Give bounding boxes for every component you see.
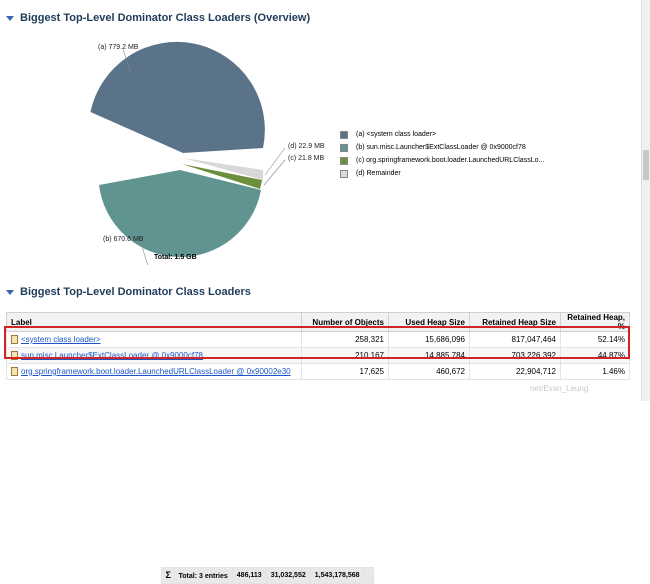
total-label: Total: 3 entries [178, 573, 228, 580]
col-header-retained-pct[interactable]: Retained Heap, % [560, 312, 630, 332]
legend-item-a: (a) <system class loader> [340, 128, 544, 141]
row-retained-pct: 1.46% [560, 363, 630, 380]
legend-text-d: (d) Remainder [356, 170, 401, 177]
overview-title: Biggest Top-Level Dominator Class Loader… [20, 12, 311, 24]
total-label-cell: Σ Total: 3 entries [160, 566, 233, 584]
class-loader-table: Label Number of Objects Used Heap Size R… [6, 312, 630, 584]
row-retained-heap: 22,904,712 [469, 363, 561, 380]
row-retained-pct: 44.87% [560, 347, 630, 364]
row-label-cell[interactable]: org.springframework.boot.loader.Launched… [6, 363, 302, 380]
slice-label-c: (c) 21.8 MB [288, 155, 325, 162]
slice-label-b: (b) 670.6 MB [103, 236, 144, 243]
class-loader-link[interactable]: <system class loader> [21, 334, 101, 344]
col-header-used-heap[interactable]: Used Heap Size [388, 312, 470, 332]
slice-label-a: (a) 779.2 MB [98, 44, 139, 51]
legend-item-b: (b) sun.misc.Launcher$ExtClassLoader @ 0… [340, 141, 544, 154]
legend-swatch-d [340, 169, 348, 178]
table-title: Biggest Top-Level Dominator Class Loader… [20, 286, 251, 298]
pie-total-label: Total: 1.5 GB [154, 254, 197, 261]
row-used-heap: 14,885,784 [388, 347, 470, 364]
scrollbar-thumb[interactable] [643, 150, 649, 180]
sigma-icon: Σ [165, 570, 171, 580]
pie-slice-a [90, 41, 265, 154]
collapse-triangle-icon[interactable] [6, 15, 14, 21]
vertical-scrollbar[interactable] [641, 0, 650, 401]
legend-text-b: (b) sun.misc.Launcher$ExtClassLoader @ 0… [356, 144, 526, 151]
class-loader-link[interactable]: sun.misc.Launcher$ExtClassLoader @ 0x900… [21, 350, 203, 360]
pie-chart: (a) 779.2 MB (b) 670.6 MB (d) 22.9 MB (c… [0, 30, 340, 267]
slice-label-d: (d) 22.9 MB [288, 143, 325, 150]
row-retained-heap: 703,226,392 [469, 347, 561, 364]
legend-swatch-c [340, 156, 348, 165]
class-loader-icon [11, 335, 18, 345]
col-header-objects[interactable]: Number of Objects [301, 312, 389, 332]
col-header-label[interactable]: Label [6, 312, 302, 332]
class-loader-link[interactable]: org.springframework.boot.loader.Launched… [21, 366, 291, 376]
class-loader-icon [11, 351, 18, 361]
collapse-triangle-icon[interactable] [6, 289, 14, 295]
row-objects: 17,625 [301, 363, 389, 380]
table-row[interactable]: sun.misc.Launcher$ExtClassLoader @ 0x900… [6, 347, 630, 364]
row-used-heap: 15,686,096 [388, 331, 470, 348]
table-total-row: Σ Total: 3 entries 486,113 31,032,552 1,5… [160, 566, 374, 584]
row-retained-pct: 52.14% [560, 331, 630, 348]
legend-swatch-b [340, 143, 348, 152]
overview-section-header[interactable]: Biggest Top-Level Dominator Class Loader… [6, 12, 310, 24]
legend-text-c: (c) org.springframework.boot.loader.Laun… [356, 157, 545, 164]
row-label-cell[interactable]: <system class loader> [6, 331, 302, 348]
total-objects: 486,113 [231, 566, 267, 584]
pie-legend: (a) <system class loader> (b) sun.misc.L… [340, 128, 544, 180]
table-row[interactable]: <system class loader> 258,321 15,686,096… [6, 331, 630, 348]
total-retained-heap: 1,543,178,568 [309, 566, 365, 584]
row-retained-heap: 817,047,464 [469, 331, 561, 348]
pie-slice-d [183, 158, 264, 180]
row-label-cell[interactable]: sun.misc.Launcher$ExtClassLoader @ 0x900… [6, 347, 302, 364]
row-objects: 210,167 [301, 347, 389, 364]
watermark-text: net/Evan_Leung [530, 384, 589, 393]
pie-chart-svg [90, 41, 286, 267]
table-row[interactable]: org.springframework.boot.loader.Launched… [6, 363, 630, 380]
pie-slice-b [99, 170, 261, 257]
legend-text-a: (a) <system class loader> [356, 131, 437, 138]
row-used-heap: 460,672 [388, 363, 470, 380]
table-header-row: Label Number of Objects Used Heap Size R… [6, 312, 630, 332]
legend-item-c: (c) org.springframework.boot.loader.Laun… [340, 154, 544, 167]
class-loader-icon [11, 367, 18, 377]
legend-item-d: (d) Remainder [340, 167, 544, 180]
table-section-header[interactable]: Biggest Top-Level Dominator Class Loader… [6, 286, 251, 298]
total-used-heap: 31,032,552 [265, 566, 311, 584]
legend-swatch-a [340, 130, 348, 139]
row-objects: 258,321 [301, 331, 389, 348]
total-retained-pct [363, 566, 374, 584]
pie-slice-c [182, 164, 262, 189]
col-header-retained-heap[interactable]: Retained Heap Size [469, 312, 561, 332]
